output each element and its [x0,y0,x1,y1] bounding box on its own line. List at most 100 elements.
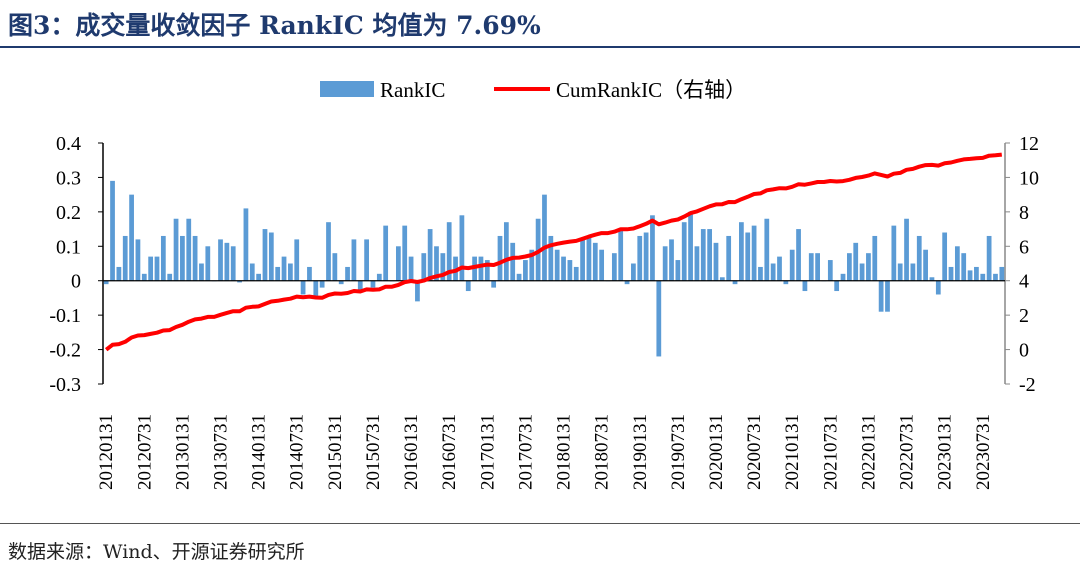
rankic-bar [103,280,109,285]
rankic-bar [148,256,154,281]
rankic-bar [237,280,242,283]
x-tick-label: 20160131 [401,414,422,490]
rankic-bar [916,235,922,281]
rankic-bar [465,280,471,292]
rankic-bar [770,263,776,281]
rankic-bar [726,235,732,281]
left-tick-label: -0.3 [49,374,81,396]
rankic-bar [897,263,903,281]
x-tick-label: 20150731 [363,414,384,490]
rankic-bar [789,249,795,281]
rankic-bar [478,256,484,281]
rankic-bar [307,266,312,281]
cumrankic-line [104,152,1003,352]
rankic-bar [243,208,249,281]
rankic-bar [554,249,560,281]
x-tick-label: 20130131 [172,414,193,490]
rankic-bar [313,280,319,298]
rankic-bar [878,280,884,312]
rankic-bar [326,222,331,281]
rankic-bar [205,246,211,281]
x-tick-label: 20130731 [211,414,232,490]
x-tick-label: 20200731 [744,414,765,490]
rankic-bar [764,218,770,281]
rankic-bar [662,246,668,281]
rankic-bar [688,211,693,281]
rankic-bar [573,266,579,281]
rankic-bar [713,242,719,281]
rankic-bar [910,263,916,281]
rankic-bar [866,253,871,281]
rankic-bar [700,229,706,281]
rankic-bar [110,180,115,281]
rankic-bar [783,280,789,285]
left-tick-label: 0.4 [56,133,81,155]
rankic-bar [758,266,763,281]
rankic-bar [923,249,928,281]
rankic-bar [319,280,325,288]
left-tick-label: 0.3 [56,167,81,189]
right-tick-label: 0 [1019,340,1029,362]
rankic-bar [218,239,223,281]
legend-rankic: RankIC [380,78,445,102]
rankic-bar [542,194,547,281]
legend-cumrankic: CumRankIC（右轴） [556,78,746,102]
rankic-bar [421,253,427,281]
rankic-bar [345,266,350,281]
x-tick-label: 20220731 [897,414,918,490]
rankic-bar [777,256,782,281]
rankic-bar [281,256,287,281]
rankic-bar [199,263,204,281]
rankic-bar [122,235,128,281]
rankic-bar [262,229,268,281]
rankic-bar [370,280,376,288]
x-tick-label: 20210731 [820,414,841,490]
rankic-bar [961,253,967,281]
footer-divider [0,523,1080,524]
rankic-bar [954,246,960,281]
x-tick-label: 20140131 [249,414,270,490]
rankic-bar [611,253,617,281]
rankic-bar [268,232,274,281]
rankic-bar [332,253,338,281]
rankic-bar [288,263,293,281]
rankic-bar [116,266,122,281]
right-tick-label: 4 [1019,271,1029,293]
rankic-bar [986,235,992,281]
x-tick-label: 20190131 [630,414,651,490]
rankic-bar [707,229,713,281]
rankic-bar [224,242,230,281]
rankic-bar [891,225,897,281]
rankic-bar [948,266,954,281]
left-tick-label: 0.2 [56,202,81,224]
rankic-bar [904,218,909,281]
source-note: 数据来源：Wind、开源证券研究所 [8,541,305,563]
x-tick-label: 20150131 [325,414,346,490]
rankic-bar [624,280,630,285]
rankic-bar [834,280,840,292]
rankic-bar [846,253,852,281]
rankic-bar [523,260,528,281]
rankic-bar [618,229,624,281]
rankic-bar [129,194,134,281]
left-tick-label: 0.1 [56,236,81,258]
rankic-bar [859,263,865,281]
x-tick-label: 20210131 [782,414,803,490]
rankic-bar [275,266,281,281]
x-tick-label: 20170131 [477,414,498,490]
rankic-bar [167,273,173,281]
rankic-bar [669,239,674,281]
rankic-bar [719,277,725,281]
x-tick-label: 20230131 [935,414,956,490]
rankic-bar [586,235,592,281]
rankic-bar [853,242,859,281]
rankic-bar [599,249,605,281]
rankic-bar [815,253,820,281]
rankic-bar [935,280,941,295]
rankic-bar [942,232,948,281]
rankic-bar [510,242,516,281]
rankic-bar [796,229,801,281]
x-tick-label: 20120131 [96,414,117,490]
rankic-bar [154,256,160,281]
